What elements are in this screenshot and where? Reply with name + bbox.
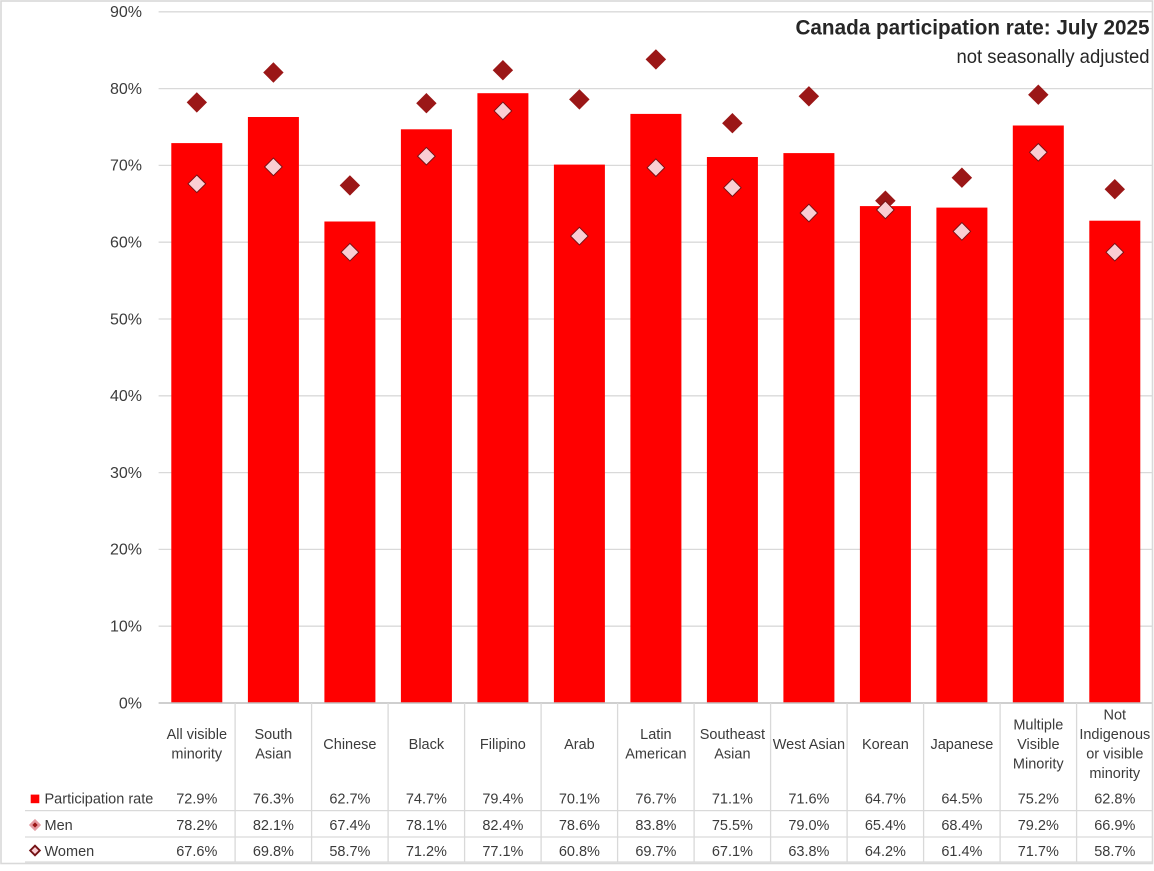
svg-text:Southeast: Southeast (700, 727, 765, 743)
svg-text:65.4%: 65.4% (865, 818, 906, 834)
svg-text:62.8%: 62.8% (1094, 791, 1135, 807)
svg-text:10%: 10% (110, 619, 142, 636)
svg-text:0%: 0% (119, 695, 142, 712)
svg-text:62.7%: 62.7% (329, 791, 370, 807)
svg-text:71.7%: 71.7% (1018, 844, 1059, 860)
svg-text:not seasonally adjusted: not seasonally adjusted (957, 46, 1150, 68)
svg-text:64.2%: 64.2% (865, 844, 906, 860)
svg-text:72.9%: 72.9% (176, 791, 217, 807)
svg-text:63.8%: 63.8% (788, 844, 829, 860)
svg-text:67.1%: 67.1% (712, 844, 753, 860)
svg-text:61.4%: 61.4% (941, 844, 982, 860)
svg-text:66.9%: 66.9% (1094, 818, 1135, 834)
svg-text:60.8%: 60.8% (559, 844, 600, 860)
svg-text:82.4%: 82.4% (482, 818, 523, 834)
svg-text:75.2%: 75.2% (1018, 791, 1059, 807)
svg-text:Participation rate: Participation rate (45, 791, 154, 807)
svg-text:minority: minority (171, 747, 223, 763)
svg-text:Korean: Korean (862, 737, 909, 753)
svg-text:70.1%: 70.1% (559, 791, 600, 807)
svg-text:64.5%: 64.5% (941, 791, 982, 807)
svg-text:American: American (625, 747, 686, 763)
svg-text:Chinese: Chinese (323, 737, 376, 753)
svg-text:Visible: Visible (1017, 737, 1059, 753)
svg-text:30%: 30% (110, 465, 142, 482)
svg-text:Black: Black (409, 737, 445, 753)
svg-text:40%: 40% (110, 388, 142, 405)
svg-text:Canada participation rate: Jul: Canada participation rate: July 2025 (796, 17, 1150, 40)
svg-text:70%: 70% (110, 158, 142, 175)
svg-text:All visible: All visible (167, 727, 227, 743)
svg-text:Indigenous: Indigenous (1079, 727, 1150, 743)
svg-text:58.7%: 58.7% (1094, 844, 1135, 860)
svg-text:69.7%: 69.7% (635, 844, 676, 860)
svg-text:67.4%: 67.4% (329, 818, 370, 834)
svg-text:79.2%: 79.2% (1018, 818, 1059, 834)
svg-text:58.7%: 58.7% (329, 844, 370, 860)
svg-text:90%: 90% (110, 4, 142, 21)
svg-text:Japanese: Japanese (930, 737, 993, 753)
svg-text:Latin: Latin (640, 727, 671, 743)
svg-text:76.3%: 76.3% (253, 791, 294, 807)
svg-text:Minority: Minority (1013, 756, 1065, 772)
svg-text:20%: 20% (110, 542, 142, 559)
svg-text:Asian: Asian (714, 747, 750, 763)
svg-text:67.6%: 67.6% (176, 844, 217, 860)
svg-text:64.7%: 64.7% (865, 791, 906, 807)
svg-text:77.1%: 77.1% (482, 844, 523, 860)
svg-text:71.2%: 71.2% (406, 844, 447, 860)
svg-text:71.1%: 71.1% (712, 791, 753, 807)
svg-text:Women: Women (45, 844, 95, 860)
svg-text:West Asian: West Asian (773, 737, 845, 753)
svg-text:74.7%: 74.7% (406, 791, 447, 807)
svg-text:71.6%: 71.6% (788, 791, 829, 807)
svg-text:Men: Men (45, 818, 73, 834)
svg-text:82.1%: 82.1% (253, 818, 294, 834)
svg-text:69.8%: 69.8% (253, 844, 294, 860)
svg-text:76.7%: 76.7% (635, 791, 676, 807)
svg-text:80%: 80% (110, 81, 142, 98)
svg-text:South: South (254, 727, 292, 743)
svg-text:Filipino: Filipino (480, 737, 526, 753)
svg-text:Multiple: Multiple (1013, 717, 1063, 733)
svg-text:78.2%: 78.2% (176, 818, 217, 834)
svg-text:Asian: Asian (255, 747, 291, 763)
svg-text:79.4%: 79.4% (482, 791, 523, 807)
svg-text:or visible: or visible (1086, 747, 1143, 763)
svg-text:83.8%: 83.8% (635, 818, 676, 834)
svg-text:50%: 50% (110, 311, 142, 328)
svg-text:79.0%: 79.0% (788, 818, 829, 834)
svg-text:78.6%: 78.6% (559, 818, 600, 834)
svg-text:60%: 60% (110, 235, 142, 252)
svg-text:75.5%: 75.5% (712, 818, 753, 834)
svg-text:78.1%: 78.1% (406, 818, 447, 834)
svg-text:Not: Not (1104, 708, 1127, 724)
svg-text:68.4%: 68.4% (941, 818, 982, 834)
svg-text:Arab: Arab (564, 737, 595, 753)
svg-text:minority: minority (1089, 766, 1141, 782)
